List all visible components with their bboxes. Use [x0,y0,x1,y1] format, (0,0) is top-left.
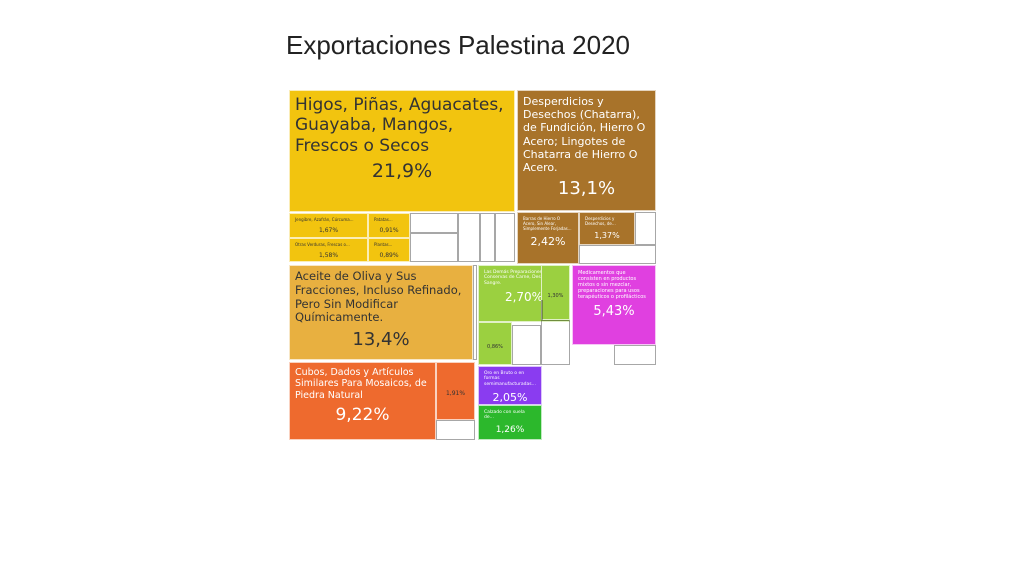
treemap-cell: Medicamentos que consisten en productos … [572,265,656,345]
cell-label: Barras de Hierro O Acero, Sin Alear, Sim… [523,216,572,231]
treemap-cell: Patatas... 0,91% [368,213,410,238]
treemap-cell: Aceite de Oliva y Sus Fracciones, Inclus… [289,265,473,360]
value-label: 1,67% [318,226,339,234]
value-label: 2,70% [504,290,544,305]
treemap-cell: Desperdicios y Desechos (Chatarra), de F… [517,90,656,211]
value-label: 1,30% [547,292,564,299]
value-label: 21,9% [371,160,433,183]
treemap-cell: 1,91% [436,362,475,420]
value-label: 13,1% [557,178,616,200]
value-label: 2,42% [530,235,566,249]
treemap-cell: Barras de Hierro O Acero, Sin Alear, Sim… [517,212,579,264]
treemap-cell: Calzado con suela de... 1,26% [478,405,542,440]
sub-block [436,420,475,440]
sub-block [473,265,477,360]
value-label: 1,26% [495,424,525,435]
cell-label: Aceite de Oliva y Sus Fracciones, Inclus… [295,269,462,325]
sub-block [495,213,515,262]
sub-block [635,212,656,245]
cell-label: Higos, Piñas, Aguacates, Guayaba, Mangos… [295,95,504,156]
treemap-cell: Oro en Bruto o en formas semimanufactura… [478,366,542,405]
value-label: 0,89% [379,251,399,259]
sub-block [480,213,495,262]
treemap-cell: 1,30% [541,265,570,320]
value-label: 5,43% [593,304,635,319]
sub-block [541,300,543,320]
sub-block [614,345,656,365]
treemap-cell: Desperdicios y Desechos, de... 1,37% [579,212,635,245]
cell-label: Medicamentos que consisten en productos … [578,270,646,300]
cell-label: Desperdicios y Desechos (Chatarra), de F… [523,95,646,174]
value-label: 1,91% [445,390,466,397]
treemap-cell: Otras Verduras, Frescas o... 1,58% [289,238,368,262]
chart-title: Exportaciones Palestina 2020 [285,30,630,60]
value-label: 0,86% [487,343,503,350]
sub-block [410,213,458,233]
treemap-cell: Higos, Piñas, Aguacates, Guayaba, Mangos… [289,90,515,212]
treemap-cell: Cubos, Dados y Artículos Similares Para … [289,362,436,440]
treemap-cell: Jengibre, Azafrán, Cúrcuma... 1,67% [289,213,368,238]
value-label: 9,22% [335,405,390,426]
value-label: 0,91% [379,226,399,234]
value-label: 13,4% [352,329,410,351]
cell-label: Oro en Bruto o en formas semimanufactura… [484,371,536,387]
cell-label: Desperdicios y Desechos, de... [585,216,616,226]
value-label: 1,37% [594,230,620,240]
sub-block [410,233,458,262]
cell-label: Otras Verduras, Frescas o... [295,242,350,247]
cell-label: Cubos, Dados y Artículos Similares Para … [295,367,427,401]
cell-label: Las Demás Preparaciones y Conservas de C… [484,270,558,286]
treemap-cell: Plantas... 0,89% [368,238,410,262]
treemap-cell: 0,86% [478,322,512,365]
sub-block [541,320,570,365]
value-label: 2,05% [492,391,528,405]
sub-block [512,325,541,365]
cell-label: Plantas... [374,242,393,247]
cell-label: Jengibre, Azafrán, Cúrcuma... [295,217,354,222]
sub-block [458,213,480,262]
cell-label: Calzado con suela de... [484,410,525,421]
cell-label: Patatas... [374,217,393,222]
value-label: 1,58% [318,251,339,259]
sub-block [579,245,656,264]
